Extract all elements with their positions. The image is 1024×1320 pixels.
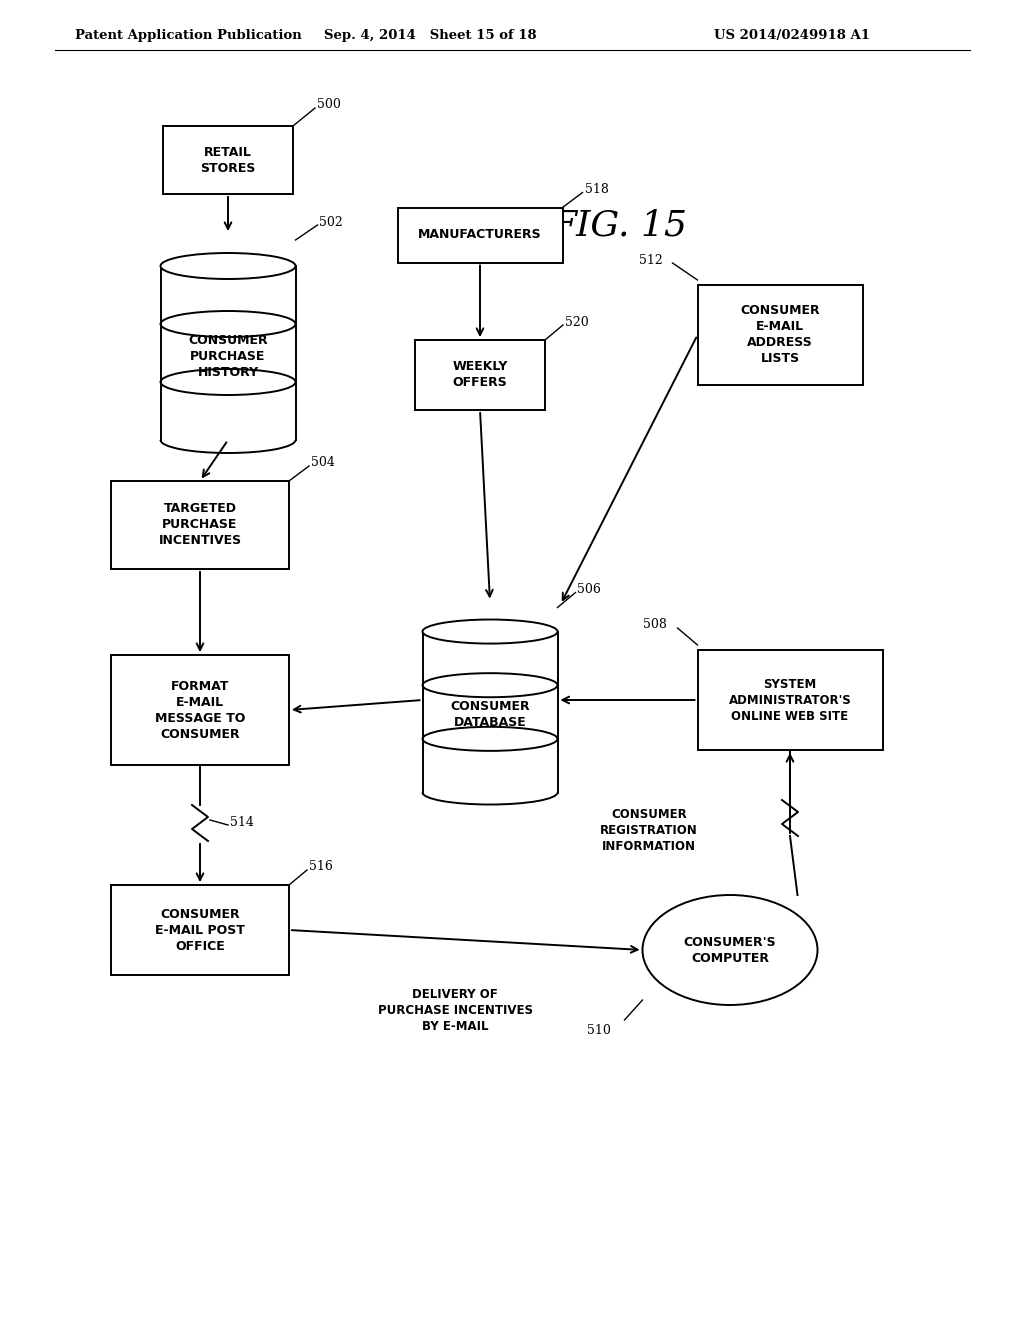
- Text: CONSUMER
PURCHASE
HISTORY: CONSUMER PURCHASE HISTORY: [188, 334, 268, 379]
- Text: 518: 518: [585, 183, 608, 195]
- Ellipse shape: [161, 312, 296, 337]
- Text: RETAIL
STORES: RETAIL STORES: [201, 145, 256, 174]
- Bar: [697, 285, 862, 385]
- Text: DELIVERY OF
PURCHASE INCENTIVES
BY E-MAIL: DELIVERY OF PURCHASE INCENTIVES BY E-MAI…: [378, 987, 532, 1032]
- Text: 506: 506: [578, 583, 601, 597]
- Text: 508: 508: [642, 619, 667, 631]
- Text: MANUFACTURERS: MANUFACTURERS: [418, 228, 542, 242]
- Bar: [111, 884, 289, 975]
- Ellipse shape: [161, 370, 296, 395]
- Text: SYSTEM
ADMINISTRATOR'S
ONLINE WEB SITE: SYSTEM ADMINISTRATOR'S ONLINE WEB SITE: [729, 677, 851, 722]
- Ellipse shape: [423, 619, 557, 644]
- Text: 504: 504: [311, 457, 335, 470]
- Bar: [111, 655, 289, 766]
- Text: 516: 516: [309, 861, 333, 874]
- Text: FIG. 15: FIG. 15: [552, 209, 688, 242]
- Bar: [697, 649, 883, 750]
- Text: CONSUMER
REGISTRATION
INFORMATION: CONSUMER REGISTRATION INFORMATION: [600, 808, 697, 853]
- Text: FORMAT
E-MAIL
MESSAGE TO
CONSUMER: FORMAT E-MAIL MESSAGE TO CONSUMER: [155, 680, 245, 741]
- Bar: [163, 125, 293, 194]
- Text: WEEKLY
OFFERS: WEEKLY OFFERS: [453, 360, 508, 389]
- Bar: [397, 207, 562, 263]
- Text: 514: 514: [230, 817, 254, 829]
- Ellipse shape: [161, 253, 296, 279]
- Text: 500: 500: [317, 98, 341, 111]
- Text: 512: 512: [640, 253, 664, 267]
- Bar: [415, 341, 545, 411]
- Text: 510: 510: [588, 1023, 611, 1036]
- Ellipse shape: [642, 895, 817, 1005]
- Text: 502: 502: [319, 215, 343, 228]
- Text: CONSUMER
DATABASE: CONSUMER DATABASE: [451, 701, 529, 729]
- Bar: [111, 480, 289, 569]
- Text: US 2014/0249918 A1: US 2014/0249918 A1: [714, 29, 870, 41]
- Ellipse shape: [423, 727, 557, 751]
- Text: TARGETED
PURCHASE
INCENTIVES: TARGETED PURCHASE INCENTIVES: [159, 503, 242, 548]
- Ellipse shape: [423, 673, 557, 697]
- Text: CONSUMER
E-MAIL POST
OFFICE: CONSUMER E-MAIL POST OFFICE: [155, 908, 245, 953]
- Text: Patent Application Publication: Patent Application Publication: [75, 29, 302, 41]
- Text: CONSUMER'S
COMPUTER: CONSUMER'S COMPUTER: [684, 936, 776, 965]
- Text: 520: 520: [565, 315, 589, 329]
- Text: CONSUMER
E-MAIL
ADDRESS
LISTS: CONSUMER E-MAIL ADDRESS LISTS: [740, 305, 820, 366]
- Text: Sep. 4, 2014   Sheet 15 of 18: Sep. 4, 2014 Sheet 15 of 18: [324, 29, 537, 41]
